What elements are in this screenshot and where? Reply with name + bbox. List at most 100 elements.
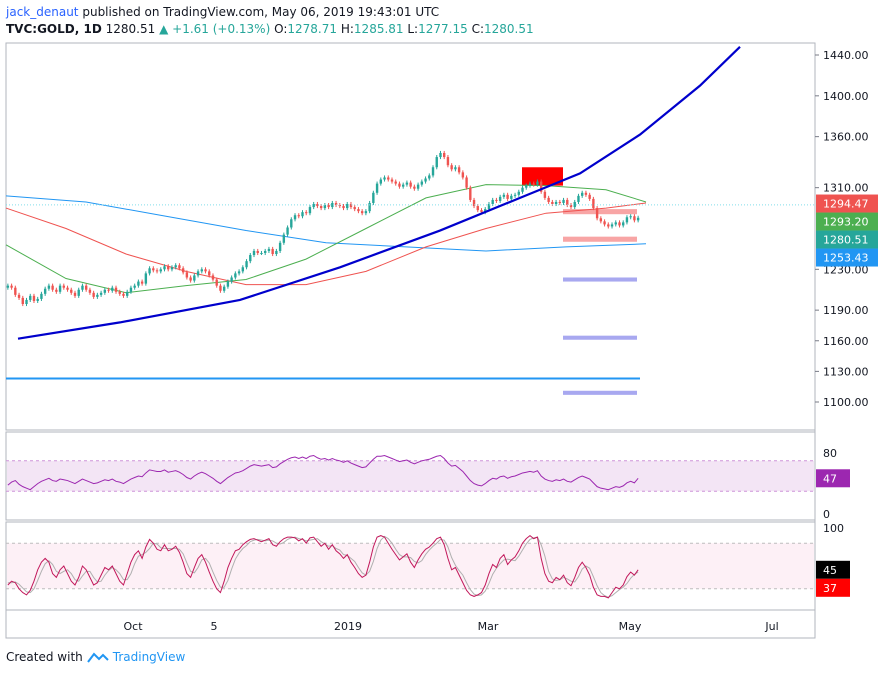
candle-body	[47, 285, 51, 289]
candle-body	[476, 206, 479, 211]
price-tick-label: 1360.00	[823, 131, 869, 144]
candle-body	[234, 273, 237, 278]
candle-body	[513, 194, 517, 196]
candle-body	[200, 269, 203, 272]
candle-body	[338, 205, 341, 207]
price-tick-label: 1130.00	[823, 365, 869, 378]
stoch-k-line	[7, 534, 639, 599]
candle-body	[573, 201, 576, 208]
rsi-line	[7, 454, 639, 491]
rsi-badge-bg	[816, 469, 850, 488]
ma-red-line	[5, 202, 647, 286]
publish-info: jack_denaut published on TradingView.com…	[6, 5, 439, 19]
candle-body	[290, 219, 293, 228]
price-tick-label: 1160.00	[823, 335, 869, 348]
candle-body	[405, 182, 409, 185]
candle-body	[416, 184, 420, 189]
chart-area[interactable]: 1440.00 1400.00 1360.00 1310.00 1230.00 1190.…	[0, 0, 886, 644]
close-label: C:	[471, 22, 484, 36]
candle-body	[636, 217, 640, 221]
candle-body	[595, 208, 599, 219]
candle-body	[536, 181, 539, 185]
pane-frame-0	[5, 42, 816, 431]
price-badge-bg	[816, 248, 878, 267]
candle-body	[469, 187, 472, 200]
time-tick-label: 2019	[334, 620, 362, 633]
candle-body	[77, 289, 80, 296]
chart-svg[interactable]: 1440.00 1400.00 1360.00 1310.00 1230.00 1190.…	[0, 0, 886, 640]
tradingview-brand-link[interactable]: TradingView	[112, 650, 186, 664]
candle-body	[297, 215, 300, 217]
candle-body	[323, 205, 327, 209]
candle-body	[592, 198, 595, 209]
change-up-icon: ▲	[159, 22, 169, 36]
candle-body	[137, 281, 140, 286]
candle-body	[439, 152, 442, 158]
time-axis[interactable]: Oct 5 2019 Mar May Jul	[123, 620, 778, 633]
candle-body	[96, 294, 99, 297]
price-badges: 1294.47 1293.20 1280.51 1253.43	[816, 194, 878, 267]
time-tick-label: Oct	[123, 620, 143, 633]
close-value: 1280.51	[483, 22, 534, 36]
candle-body	[14, 287, 17, 295]
author-link[interactable]: jack_denaut	[6, 5, 79, 19]
candle-body	[607, 224, 610, 227]
candle-body	[230, 277, 233, 282]
candle-body	[387, 177, 390, 180]
candle-body	[29, 295, 32, 300]
candle-body	[219, 285, 222, 291]
candle-body	[252, 250, 256, 256]
candle-body	[450, 165, 453, 170]
candle-body	[424, 178, 427, 182]
candle-body	[181, 268, 185, 273]
candle-body	[349, 204, 353, 208]
price-badge-label: 1253.43	[823, 252, 869, 265]
candle-body	[495, 199, 498, 201]
candle-body	[140, 281, 144, 284]
candle-body	[390, 179, 394, 182]
candle-body	[446, 157, 450, 166]
candle-body	[73, 292, 77, 296]
candle-body	[368, 202, 371, 212]
price-axis[interactable]: 1440.00 1400.00 1360.00 1310.00 1230.00 1190.…	[815, 49, 869, 409]
footer: Created with TradingView	[6, 650, 185, 664]
candle-body	[271, 248, 274, 255]
candle-body	[312, 204, 315, 208]
candle-body	[525, 185, 528, 188]
price-zone	[563, 390, 637, 395]
candle-body	[484, 209, 487, 213]
candle-body	[17, 294, 21, 298]
candle-body	[491, 199, 494, 205]
candle-body	[107, 289, 110, 291]
trendlines[interactable]	[6, 46, 815, 380]
candle-body	[286, 227, 289, 235]
candle-body	[170, 267, 174, 270]
candle-body	[62, 285, 66, 288]
candle-body	[599, 218, 603, 222]
stoch-k-badge-label: 45	[823, 564, 837, 577]
candle-body	[562, 199, 565, 203]
candle-body	[111, 287, 114, 291]
price-zone	[522, 167, 563, 186]
price-tick-label: 1230.00	[823, 263, 869, 276]
price-tick-label: 1100.00	[823, 396, 869, 409]
candle-body	[588, 194, 591, 199]
created-with-text: Created with	[6, 650, 83, 664]
open-value: 1278.71	[287, 22, 338, 36]
candle-body	[480, 210, 483, 213]
candle-body	[528, 183, 532, 186]
candle-body	[353, 207, 356, 210]
price-badge-label: 1293.20	[823, 216, 869, 229]
candle-body	[58, 285, 62, 292]
candle-body	[152, 268, 155, 271]
candle-body	[614, 222, 617, 225]
tradingview-logo-icon	[86, 652, 109, 663]
price-tick-label: 1310.00	[823, 182, 869, 195]
stoch-tick-label: 100	[823, 522, 844, 535]
price-badge-label: 1280.51	[823, 234, 869, 247]
candle-body	[103, 289, 107, 293]
candle-body	[383, 177, 386, 180]
candle-body	[10, 285, 13, 288]
candle-body	[226, 281, 230, 287]
time-tick-label: 5	[211, 620, 218, 633]
